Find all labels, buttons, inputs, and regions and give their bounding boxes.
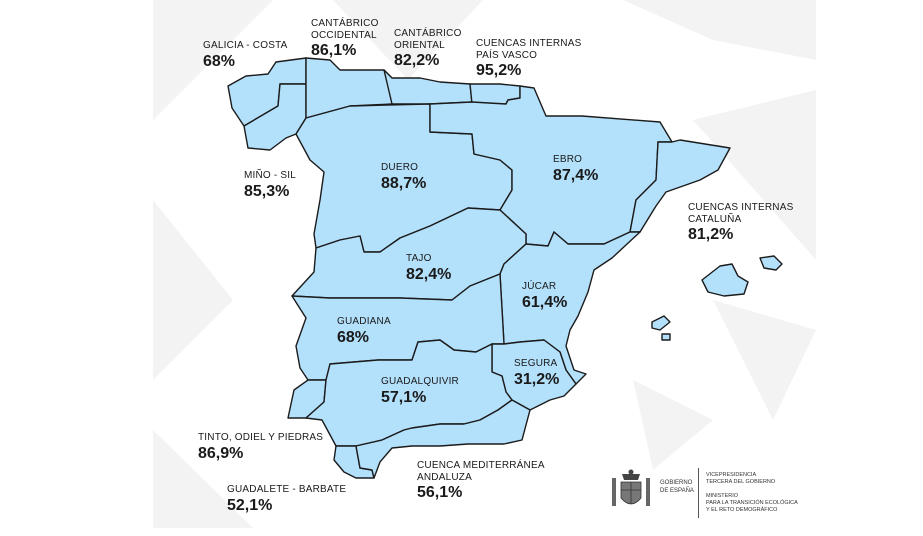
region-name: CUENCA MEDITERRÁNEA ANDALUZA (417, 460, 545, 483)
region-value: 88,7% (381, 174, 427, 192)
label-guadiana: GUADIANA 68% (337, 316, 391, 347)
region-name: GUADALETE - BARBATE (227, 484, 347, 495)
label-jucar: JÚCAR 61,4% (522, 281, 567, 312)
region-name: CUENCAS INTERNAS PAÍS VASCO (476, 38, 582, 61)
region-value: 57,1% (381, 388, 427, 406)
region-name: GALICIA - COSTA (203, 40, 288, 51)
island-formentera[interactable] (661, 333, 671, 341)
region-value: 68% (337, 328, 370, 346)
region-name: TAJO (406, 253, 432, 264)
region-value: 81,2% (688, 226, 734, 243)
region-name: JÚCAR (522, 281, 557, 292)
background-pattern (153, 0, 816, 528)
label-tajo: TAJO 82,4% (406, 253, 451, 284)
region-value: 68% (203, 52, 236, 70)
label-segura: SEGURA 31,2% (514, 358, 559, 389)
label-cantabrico-oriental: CANTÁBRICO ORIENTAL 82,2% (394, 28, 462, 70)
label-cuencas-cataluna: CUENCAS INTERNAS CATALUÑA 81,2% (688, 202, 793, 244)
region-value: 82,4% (406, 265, 452, 283)
region-name: GUADIANA (337, 316, 391, 327)
region-name: CANTÁBRICO OCCIDENTAL (311, 18, 379, 41)
island-menorca[interactable] (759, 255, 783, 271)
label-guadalete-barbate: GUADALETE - BARBATE 52,1% (227, 484, 346, 515)
region-name: MIÑO - SIL (244, 170, 297, 181)
region-value: 95,2% (476, 62, 522, 79)
region-value: 85,3% (244, 182, 290, 200)
label-cuenca-mediterranea-andaluza: CUENCA MEDITERRÁNEA ANDALUZA 56,1% (417, 460, 545, 502)
label-cuencas-pais-vasco: CUENCAS INTERNAS PAÍS VASCO 95,2% (476, 38, 581, 80)
region-value: 82,2% (394, 52, 440, 69)
label-duero: DUERO 88,7% (381, 162, 426, 193)
region-name: DUERO (381, 162, 419, 173)
region-name: GUADALQUIVIR (381, 376, 459, 387)
island-mallorca[interactable] (701, 263, 749, 297)
region-name: CANTÁBRICO ORIENTAL (394, 28, 462, 51)
region-name: SEGURA (514, 358, 558, 369)
region-value: 31,2% (514, 370, 560, 388)
island-ibiza[interactable] (651, 315, 671, 331)
label-cantabrico-occidental: CANTÁBRICO OCCIDENTAL 86,1% (311, 18, 379, 60)
region-value: 87,4% (553, 166, 599, 184)
region-name: TINTO, ODIEL Y PIEDRAS (198, 432, 324, 443)
region-cuenca-mediterranea-andaluza[interactable] (355, 399, 531, 479)
label-guadalquivir: GUADALQUIVIR 57,1% (381, 376, 459, 407)
region-name: EBRO (553, 154, 583, 165)
coat-of-arms-icon (612, 469, 650, 506)
logo-divider (698, 468, 699, 518)
ministerio-text: MINISTERIO PARA LA TRANSICIÓN ECOLÓGICA … (706, 493, 798, 513)
region-cuencas-cataluna[interactable] (629, 139, 731, 233)
region-name: CUENCAS INTERNAS CATALUÑA (688, 202, 794, 225)
government-logo: GOBIERNO DE ESPAÑA VICEPRESIDENCIA TERCE… (610, 466, 810, 522)
region-value: 86,1% (311, 42, 357, 59)
label-ebro: EBRO 87,4% (553, 154, 598, 185)
label-galicia-costa: GALICIA - COSTA 68% (203, 40, 288, 71)
gobierno-text: GOBIERNO DE ESPAÑA (660, 480, 694, 494)
region-cantabrico-oriental[interactable] (383, 69, 473, 105)
region-value: 86,9% (198, 444, 244, 462)
region-value: 56,1% (417, 484, 463, 501)
label-mino-sil: MIÑO - SIL 85,3% (244, 170, 296, 201)
region-value: 52,1% (227, 496, 273, 514)
vicepresidencia-text: VICEPRESIDENCIA TERCERA DEL GOBIERNO (706, 472, 776, 485)
region-value: 61,4% (522, 293, 568, 311)
label-tinto-odiel-piedras: TINTO, ODIEL Y PIEDRAS 86,9% (198, 432, 323, 463)
